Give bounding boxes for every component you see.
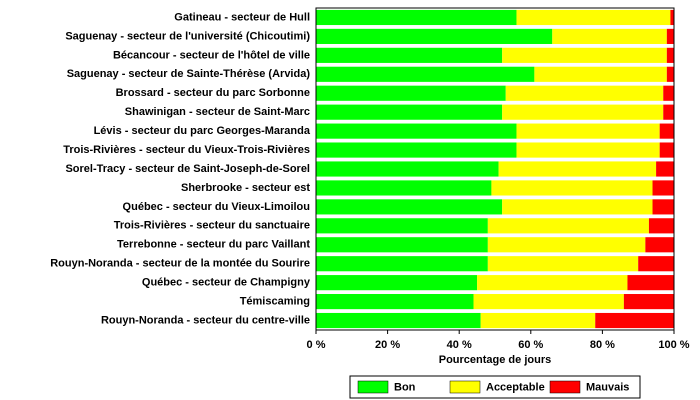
category-label: Bécancour - secteur de l'hôtel de ville (113, 49, 310, 61)
bar-segment (316, 237, 488, 253)
bar-segment (516, 142, 660, 158)
category-label: Trois-Rivières - secteur du Vieux-Trois-… (63, 144, 310, 156)
bar-segment (659, 123, 674, 139)
category-label: Rouyn-Noranda - secteur de la montée du … (50, 258, 310, 270)
category-label: Shawinigan - secteur de Saint-Marc (125, 106, 310, 118)
bar-segment (648, 218, 674, 234)
category-label: Rouyn-Noranda - secteur du centre-ville (101, 314, 310, 326)
bar-segment (670, 9, 674, 26)
x-axis-label: Pourcentage de jours (439, 354, 551, 366)
x-tick-label: 40 % (447, 339, 472, 351)
bar-segment (595, 312, 674, 329)
bar-segment (552, 28, 667, 44)
bar-segment (505, 85, 664, 101)
bar-segment (316, 312, 481, 329)
bar-segment (627, 275, 674, 291)
x-tick-label: 80 % (590, 339, 615, 351)
category-label: Terrebonne - secteur du parc Vaillant (117, 239, 310, 251)
bar-segment (666, 66, 674, 82)
bar-segment (666, 28, 674, 44)
bar-segment (534, 66, 667, 82)
bar-segment (316, 275, 478, 291)
x-tick-label: 100 % (658, 339, 689, 351)
x-tick-label: 0 % (307, 339, 326, 351)
category-label: Saguenay - secteur de Sainte-Thérèse (Ar… (67, 68, 311, 80)
bar-segment (316, 180, 492, 196)
bar-segment (316, 85, 506, 101)
x-tick-label: 60 % (518, 339, 543, 351)
bar-segment (316, 47, 503, 63)
legend-label: Acceptable (486, 381, 545, 393)
bar-segment (487, 237, 646, 253)
bar-segment (316, 28, 553, 44)
plot-frame (315, 7, 675, 331)
category-label: Brossard - secteur du parc Sorbonne (116, 87, 310, 99)
bar-segment (316, 66, 535, 82)
bar-segment (666, 47, 674, 63)
bar-segment (316, 123, 517, 139)
bar-segment (516, 9, 671, 26)
bar-segment (652, 199, 674, 215)
bar-segment (480, 312, 596, 329)
bar-segment (502, 104, 664, 120)
category-label: Sorel-Tracy - secteur de Saint-Joseph-de… (65, 163, 310, 175)
category-label: Témiscaming (240, 295, 310, 307)
bar-segment (645, 237, 674, 253)
bar-segment (491, 180, 653, 196)
category-label: Québec - secteur du Vieux-Limoilou (123, 201, 310, 213)
bar-segment (502, 199, 653, 215)
category-label: Lévis - secteur du parc Georges-Maranda (94, 125, 311, 137)
category-label: Gatineau - secteur de Hull (174, 11, 310, 23)
bar-segment (502, 47, 667, 63)
legend-label: Bon (394, 381, 416, 393)
legend-swatch (357, 380, 389, 394)
bar-segment (316, 9, 517, 26)
legend-swatch (549, 380, 581, 394)
bar-segment (487, 256, 639, 272)
category-label: Sherbrooke - secteur est (181, 182, 310, 194)
bar-segment (498, 161, 657, 177)
bar-segment (316, 142, 517, 158)
legend-swatch (449, 380, 481, 394)
bar-segment (477, 275, 628, 291)
category-label: Trois-Rivières - secteur du sanctuaire (114, 220, 310, 232)
bar-segment (316, 199, 503, 215)
bar-segment (516, 123, 660, 139)
bar-segment (656, 161, 674, 177)
bar-segment (659, 142, 674, 158)
bar-segment (652, 180, 674, 196)
category-label: Saguenay - secteur de l'université (Chic… (65, 30, 310, 42)
x-tick-label: 20 % (375, 339, 400, 351)
bar-segment (316, 104, 503, 120)
legend-label: Mauvais (586, 381, 629, 393)
bar-segment (316, 218, 488, 234)
bar-segment (663, 85, 674, 101)
bar-segment (473, 294, 624, 310)
bar-segment (316, 161, 499, 177)
bar-segment (316, 294, 474, 310)
category-label: Québec - secteur de Champigny (142, 277, 311, 289)
bar-segment (316, 256, 488, 272)
bar-segment (623, 294, 674, 310)
bar-segment (663, 104, 674, 120)
bar-segment (487, 218, 649, 234)
bar-segment (638, 256, 674, 272)
